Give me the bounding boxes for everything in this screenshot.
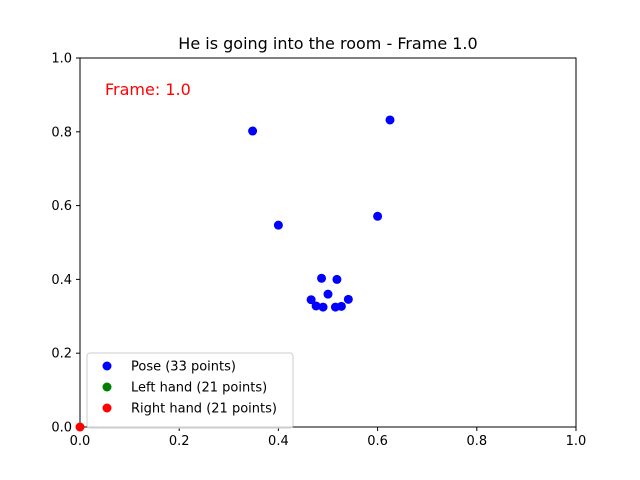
- data-point-series-0: [306, 295, 316, 305]
- data-point-series-2: [75, 422, 85, 432]
- data-point-series-0: [318, 302, 328, 312]
- y-tick-label: 0.6: [51, 199, 72, 214]
- data-point-series-0: [317, 273, 327, 283]
- plot-frame: [79, 57, 577, 428]
- legend-marker: [102, 403, 112, 413]
- legend-label: Pose (33 points): [131, 360, 236, 375]
- x-tick-label: 0.4: [268, 434, 289, 449]
- legend-marker: [102, 382, 112, 392]
- x-tick-label: 0.6: [367, 434, 388, 449]
- legend-marker: [102, 361, 112, 371]
- legend-box: [86, 352, 294, 429]
- y-tick-label: 0.0: [51, 421, 72, 436]
- plot-points: [75, 115, 395, 432]
- data-point-series-0: [311, 301, 321, 311]
- y-tick-label: 1.0: [51, 52, 72, 67]
- plot-axes: 0.0 0.2 0.4 0.6 0.8 1.0 0.0 0.2 0.4 0.6 0.8 1.0: [51, 52, 586, 450]
- data-point-series-0: [332, 274, 342, 284]
- data-point-series-0: [373, 211, 383, 221]
- data-point-series-0: [385, 115, 395, 125]
- x-tick-label: 1.0: [566, 434, 587, 449]
- data-point-series-0: [248, 126, 258, 136]
- y-tick-label: 0.2: [51, 347, 72, 362]
- x-tick-label: 0.8: [466, 434, 487, 449]
- data-point-series-0: [273, 220, 283, 230]
- y-tick-label: 0.8: [51, 125, 72, 140]
- legend-label: Left hand (21 points): [131, 381, 267, 396]
- frame-annotation: Frame: 1.0: [105, 80, 191, 99]
- x-tick-label: 0.0: [70, 434, 91, 449]
- x-tick-label: 0.2: [169, 434, 190, 449]
- chart-title: He is going into the room - Frame 1.0: [178, 34, 477, 53]
- y-tick-label: 0.4: [51, 273, 72, 288]
- data-point-series-0: [343, 294, 353, 304]
- legend: Pose (33 points) Left hand (21 points) Rig…: [86, 352, 294, 429]
- data-point-series-0: [323, 289, 333, 299]
- data-point-series-0: [336, 301, 346, 311]
- legend-label: Right hand (21 points): [131, 402, 277, 417]
